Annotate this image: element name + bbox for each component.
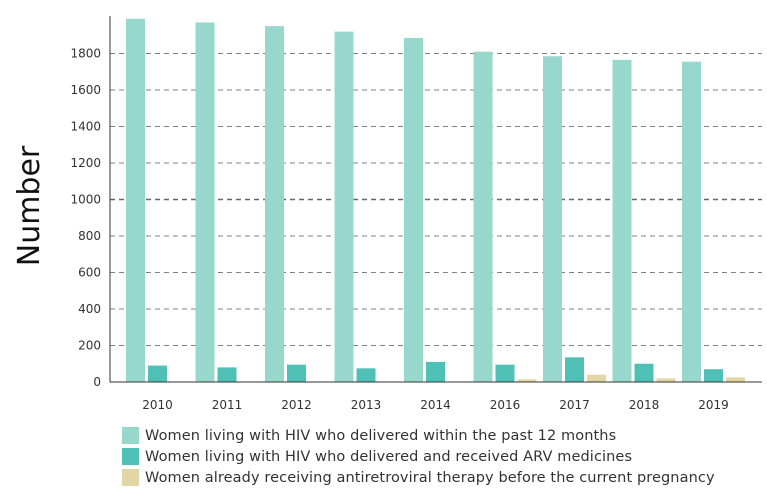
legend-label-received-arv: Women living with HIV who delivered and … [145, 448, 633, 465]
bar-2011-series-1 [195, 22, 215, 382]
legend: Women living with HIV who delivered with… [122, 425, 715, 488]
bar-2014-series-1 [404, 37, 423, 383]
bar-2019-series-2 [704, 369, 723, 382]
y-tick-labels: 0 200 400 600 800 1000 1200 1400 1600 1800 [70, 47, 101, 390]
bar-2018-series-1 [612, 59, 632, 382]
grid-lines [110, 53, 762, 346]
legend-item-received-arv: Women living with HIV who delivered and … [122, 446, 715, 467]
x-tick-label-2016: 2016 [490, 398, 521, 412]
bar-2018-series-2 [634, 363, 654, 382]
y-tick-label-0: 0 [93, 375, 101, 389]
x-tick-label-2012: 2012 [281, 398, 312, 412]
bar-2016-series-3 [517, 379, 537, 382]
legend-swatch-received-arv [122, 448, 139, 465]
bar-2010-series-2 [148, 365, 167, 382]
y-tick-label-1800: 1800 [70, 47, 101, 61]
bar-2017-series-2 [565, 357, 584, 382]
y-tick-label-400: 400 [78, 302, 101, 316]
y-tick-label-1400: 1400 [70, 120, 101, 134]
y-tick-label-1200: 1200 [70, 156, 101, 170]
bar-2016-series-1 [473, 51, 493, 383]
y-tick-label-200: 200 [78, 339, 101, 353]
y-tick-label-800: 800 [78, 229, 101, 243]
bar-2019-series-1 [682, 61, 701, 383]
bar-2018-series-3 [656, 378, 676, 382]
bar-2011-series-2 [217, 367, 237, 382]
bar-2012-series-2 [287, 364, 306, 382]
bar-2010-series-1 [126, 18, 145, 382]
legend-item-already-receiving: Women already receiving antiretroviral t… [122, 467, 715, 488]
x-tick-label-2010: 2010 [142, 398, 173, 412]
bars [126, 18, 745, 383]
x-tick-labels: 2010 2011 2012 2013 2014 2016 2017 2018 2019 [142, 398, 729, 412]
y-tick-label-1000: 1000 [70, 193, 101, 207]
bar-2017-series-3 [587, 374, 606, 382]
x-tick-label-2017: 2017 [559, 398, 590, 412]
bar-2014-series-2 [426, 361, 445, 382]
y-tick-label-1600: 1600 [70, 83, 101, 97]
bar-2012-series-1 [265, 26, 284, 382]
y-axis-label: Number [12, 145, 47, 266]
axes [109, 16, 762, 383]
legend-item-delivered: Women living with HIV who delivered with… [122, 425, 715, 446]
x-tick-label-2019: 2019 [698, 398, 729, 412]
x-tick-label-2018: 2018 [629, 398, 660, 412]
legend-label-delivered: Women living with HIV who delivered with… [145, 427, 617, 444]
x-tick-label-2011: 2011 [212, 398, 243, 412]
legend-swatch-delivered [122, 427, 139, 444]
bar-2017-series-1 [543, 56, 562, 383]
legend-label-already-receiving: Women already receiving antiretroviral t… [145, 469, 715, 486]
x-tick-label-2014: 2014 [420, 398, 451, 412]
y-tick-label-600: 600 [78, 266, 101, 280]
legend-swatch-already-receiving [122, 469, 139, 486]
x-tick-label-2013: 2013 [351, 398, 382, 412]
bar-2013-series-2 [356, 368, 376, 382]
bar-2013-series-1 [334, 31, 354, 382]
bar-2016-series-2 [495, 364, 515, 382]
bar-2019-series-3 [726, 377, 745, 382]
